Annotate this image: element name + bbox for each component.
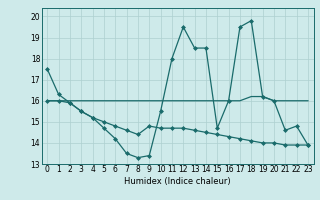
- X-axis label: Humidex (Indice chaleur): Humidex (Indice chaleur): [124, 177, 231, 186]
